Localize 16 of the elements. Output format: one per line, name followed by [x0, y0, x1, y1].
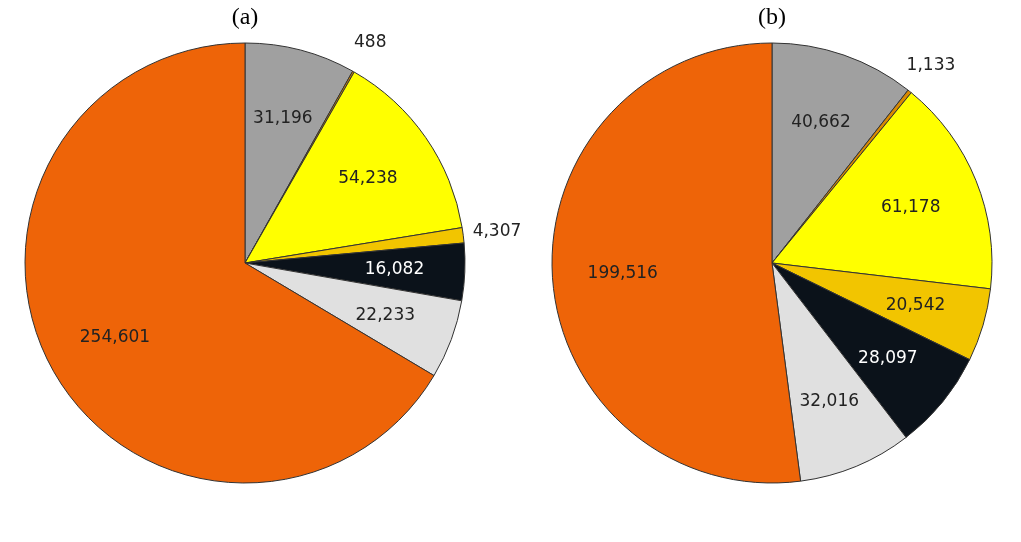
data-label: 61,178 — [880, 195, 941, 216]
data-label: 16,082 — [364, 258, 425, 279]
data-label: 199,516 — [587, 261, 658, 282]
data-label: 28,097 — [858, 346, 918, 367]
data-label: 4,307 — [472, 219, 522, 240]
data-label: 32,016 — [799, 390, 859, 411]
chart-title: (a) — [231, 3, 259, 29]
data-label: 20,542 — [885, 294, 946, 315]
data-label: 31,196 — [253, 107, 313, 128]
data-label: 54,238 — [338, 166, 398, 187]
data-label: 22,233 — [355, 303, 416, 324]
data-label: 40,662 — [791, 110, 851, 131]
data-label: 1,133 — [906, 53, 956, 74]
chart-title: (b) — [758, 3, 786, 29]
data-label: 254,601 — [79, 325, 151, 346]
data-label: 488 — [354, 31, 387, 52]
